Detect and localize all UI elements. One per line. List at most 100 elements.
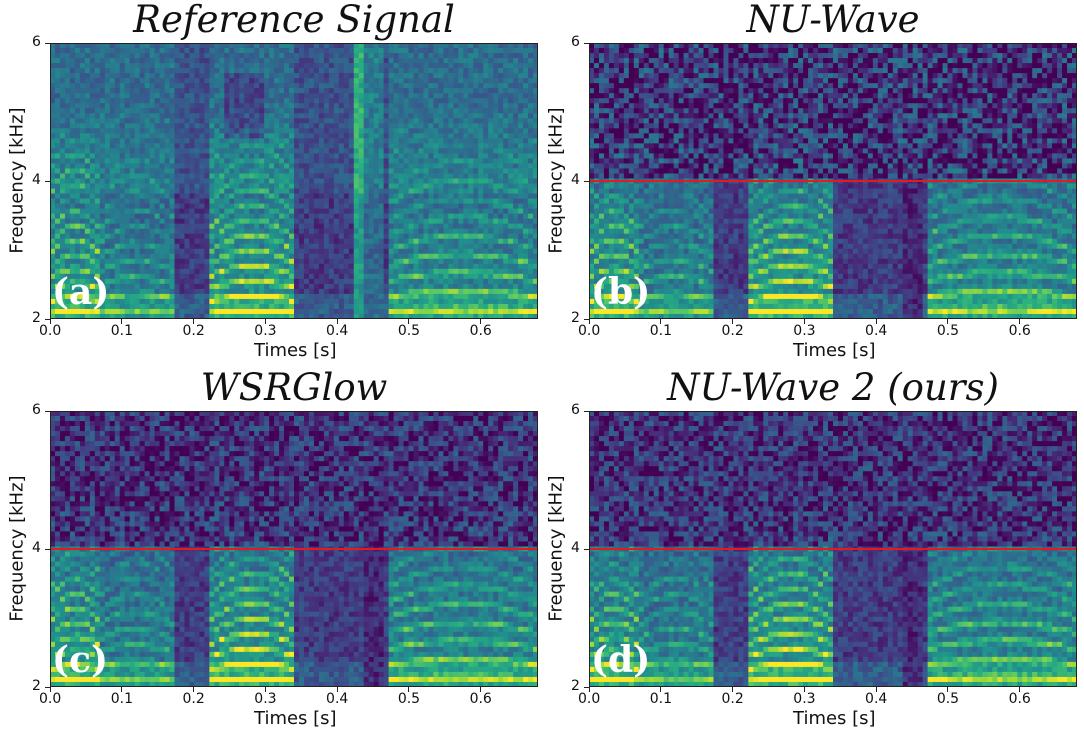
heatmap-cell — [463, 238, 469, 245]
heatmap-cell — [468, 168, 474, 175]
heatmap-cell — [54, 88, 61, 94]
heatmap-cell — [289, 88, 295, 94]
heatmap-cell — [483, 113, 489, 119]
heatmap-cell — [388, 83, 395, 89]
heatmap-cell — [463, 88, 469, 94]
heatmap-cell — [463, 128, 469, 134]
heatmap-cell — [264, 103, 270, 109]
heatmap-cell — [84, 263, 91, 270]
heatmap-cell — [448, 98, 454, 104]
heatmap-cell — [333, 273, 340, 280]
heatmap-cell — [109, 98, 116, 104]
heatmap-cell — [74, 213, 81, 220]
heatmap-cell — [259, 168, 265, 175]
heatmap-cell — [458, 158, 464, 165]
heatmap-cell — [59, 238, 66, 245]
heatmap-cell — [224, 108, 230, 114]
heatmap-cell — [398, 88, 405, 94]
heatmap-cell — [303, 198, 310, 205]
heatmap-cell — [433, 48, 440, 54]
heatmap-cell — [303, 263, 310, 270]
heatmap-cell — [383, 248, 390, 255]
heatmap-cell — [473, 168, 479, 175]
heatmap-cell — [323, 93, 330, 99]
heatmap-cell — [383, 53, 390, 59]
heatmap-cell — [214, 213, 220, 220]
heatmap-cell — [448, 148, 454, 154]
heatmap-cell — [174, 163, 181, 170]
heatmap-cell — [59, 293, 66, 300]
heatmap-cell — [518, 143, 524, 149]
heatmap-cell — [448, 273, 454, 280]
heatmap-cell — [174, 63, 181, 69]
heatmap-cell — [249, 118, 255, 124]
heatmap-cell — [204, 93, 210, 99]
heatmap-cell — [343, 193, 350, 200]
heatmap-cell — [528, 88, 534, 94]
heatmap-cell — [284, 253, 290, 260]
heatmap-cell — [209, 108, 215, 114]
heatmap-cell — [169, 43, 176, 49]
heatmap-cell — [398, 53, 405, 59]
heatmap-cell — [443, 248, 449, 255]
heatmap-cell — [59, 53, 66, 59]
heatmap-cell — [189, 138, 196, 144]
heatmap-cell — [368, 253, 375, 260]
heatmap-cell — [423, 213, 430, 220]
heatmap-cell — [159, 163, 166, 170]
heatmap-cell — [54, 233, 61, 240]
heatmap-cell — [328, 73, 335, 79]
heatmap-cell — [84, 223, 91, 230]
heatmap-cell — [373, 293, 380, 300]
heatmap-cell — [463, 63, 469, 69]
heatmap-cell — [393, 48, 400, 54]
heatmap-cell — [64, 48, 71, 54]
heatmap-cell — [89, 143, 96, 149]
heatmap-cell — [204, 143, 210, 149]
heatmap-cell — [289, 173, 295, 180]
heatmap-cell — [398, 138, 405, 144]
heatmap-cell — [254, 163, 260, 170]
heatmap-cell — [139, 233, 146, 240]
heatmap-cell — [303, 268, 310, 275]
heatmap-cell — [338, 153, 345, 160]
heatmap-cell — [259, 133, 265, 139]
heatmap-cell — [259, 158, 265, 165]
heatmap-cell — [134, 73, 141, 79]
heatmap-cell — [84, 153, 91, 160]
heatmap-cell — [398, 98, 405, 104]
heatmap-cell — [318, 258, 325, 265]
heatmap-cell — [64, 253, 71, 260]
heatmap-cell — [244, 138, 250, 144]
heatmap-cell — [463, 293, 469, 300]
heatmap-cell — [289, 248, 295, 255]
heatmap-cell — [398, 43, 405, 49]
heatmap-cell — [503, 178, 509, 185]
heatmap-cell — [249, 283, 255, 290]
heatmap-cell — [79, 148, 86, 154]
heatmap-cell — [433, 233, 440, 240]
heatmap-cell — [443, 273, 449, 280]
heatmap-cell — [189, 203, 196, 210]
heatmap-cell — [79, 103, 86, 109]
heatmap-cell — [194, 293, 200, 300]
heatmap-cell — [493, 233, 499, 240]
heatmap-cell — [518, 118, 524, 124]
heatmap-cell — [89, 133, 96, 139]
heatmap-cell — [428, 238, 435, 245]
heatmap-cell — [348, 118, 355, 124]
heatmap-cell — [333, 113, 340, 119]
heatmap-cell — [408, 153, 415, 160]
heatmap-cell — [104, 208, 111, 215]
heatmap-cell — [134, 278, 141, 285]
heatmap-cell — [289, 183, 295, 190]
heatmap-cell — [194, 148, 200, 154]
heatmap-cell — [368, 223, 375, 230]
heatmap-cell — [174, 263, 181, 270]
heatmap-cell — [249, 128, 255, 134]
heatmap-cell — [518, 208, 524, 215]
heatmap-cell — [94, 48, 101, 54]
heatmap-cell — [144, 153, 151, 160]
heatmap-cell — [418, 263, 425, 270]
heatmap-cell — [498, 98, 504, 104]
